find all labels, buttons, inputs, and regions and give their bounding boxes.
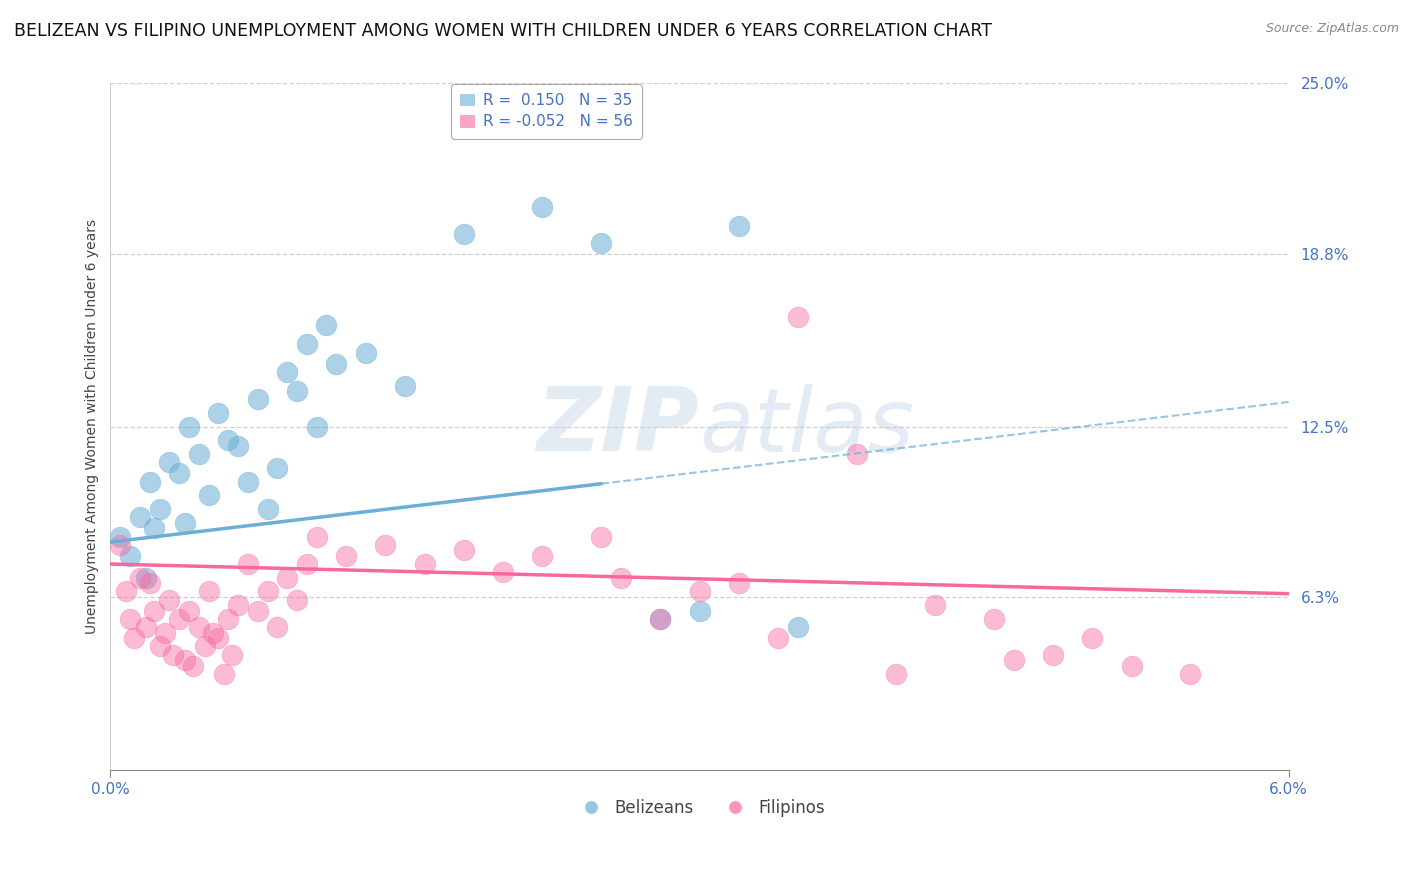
Point [157, 455, 180, 469]
Point [148, 502, 170, 516]
Point [531, 200, 554, 214]
Point [727, 576, 749, 591]
Point [285, 592, 308, 607]
Point [162, 648, 184, 662]
Text: BELIZEAN VS FILIPINO UNEMPLOYMENT AMONG WOMEN WITH CHILDREN UNDER 6 YEARS CORREL: BELIZEAN VS FILIPINO UNEMPLOYMENT AMONG … [14, 22, 993, 40]
Point [174, 516, 197, 530]
Point [295, 557, 318, 571]
Point [142, 604, 165, 618]
Point [128, 571, 150, 585]
Point [246, 392, 269, 407]
Point [174, 653, 197, 667]
Point [845, 447, 868, 461]
Point [276, 571, 298, 585]
Point [285, 384, 308, 398]
Point [236, 475, 259, 489]
Point [155, 625, 177, 640]
Point [256, 584, 278, 599]
Point [1121, 658, 1143, 673]
Point [187, 447, 209, 461]
Point [226, 439, 249, 453]
Point [727, 219, 749, 234]
Point [335, 549, 357, 563]
Point [256, 502, 278, 516]
Point [201, 625, 224, 640]
Point [135, 620, 157, 634]
Point [217, 434, 239, 448]
Point [177, 604, 200, 618]
Point [689, 604, 711, 618]
Point [650, 612, 672, 626]
Point [453, 227, 475, 242]
Text: ZIP: ZIP [537, 384, 700, 470]
Point [157, 592, 180, 607]
Point [122, 631, 145, 645]
Point [142, 521, 165, 535]
Point [167, 467, 190, 481]
Point [118, 612, 141, 626]
Point [591, 235, 613, 250]
Point [394, 378, 416, 392]
Point [1081, 631, 1104, 645]
Point [138, 475, 160, 489]
Text: Source: ZipAtlas.com: Source: ZipAtlas.com [1265, 22, 1399, 36]
Point [246, 604, 269, 618]
Point [295, 337, 318, 351]
Point [167, 612, 190, 626]
Point [689, 584, 711, 599]
Point [413, 557, 436, 571]
Text: atlas: atlas [700, 384, 914, 470]
Point [118, 549, 141, 563]
Point [983, 612, 1005, 626]
Point [325, 357, 347, 371]
Point [266, 620, 288, 634]
Point [276, 365, 298, 379]
Point [138, 576, 160, 591]
Point [214, 666, 236, 681]
Point [305, 419, 328, 434]
Point [207, 631, 229, 645]
Point [374, 538, 396, 552]
Point [453, 543, 475, 558]
Point [197, 584, 219, 599]
Point [650, 612, 672, 626]
Point [110, 538, 132, 552]
Point [786, 310, 808, 324]
Point [766, 631, 789, 645]
Point [110, 530, 132, 544]
Point [786, 620, 808, 634]
Point [924, 599, 946, 613]
Point [148, 640, 170, 654]
Point [610, 571, 633, 585]
Point [226, 599, 249, 613]
Point [135, 571, 157, 585]
Point [305, 530, 328, 544]
Point [591, 530, 613, 544]
Y-axis label: Unemployment Among Women with Children Under 6 years: Unemployment Among Women with Children U… [86, 219, 100, 634]
Point [884, 666, 907, 681]
Point [1180, 666, 1202, 681]
Point [1042, 648, 1064, 662]
Point [492, 566, 515, 580]
Point [354, 345, 377, 359]
Point [181, 658, 204, 673]
Point [236, 557, 259, 571]
Point [197, 488, 219, 502]
Point [128, 510, 150, 524]
Point [315, 318, 337, 332]
Point [207, 406, 229, 420]
Point [187, 620, 209, 634]
Point [115, 584, 138, 599]
Point [1002, 653, 1025, 667]
Point [194, 640, 217, 654]
Point [177, 419, 200, 434]
Point [266, 461, 288, 475]
Point [221, 648, 243, 662]
Legend: Belizeans, Filipinos: Belizeans, Filipinos [568, 792, 831, 823]
Point [531, 549, 554, 563]
Point [217, 612, 239, 626]
